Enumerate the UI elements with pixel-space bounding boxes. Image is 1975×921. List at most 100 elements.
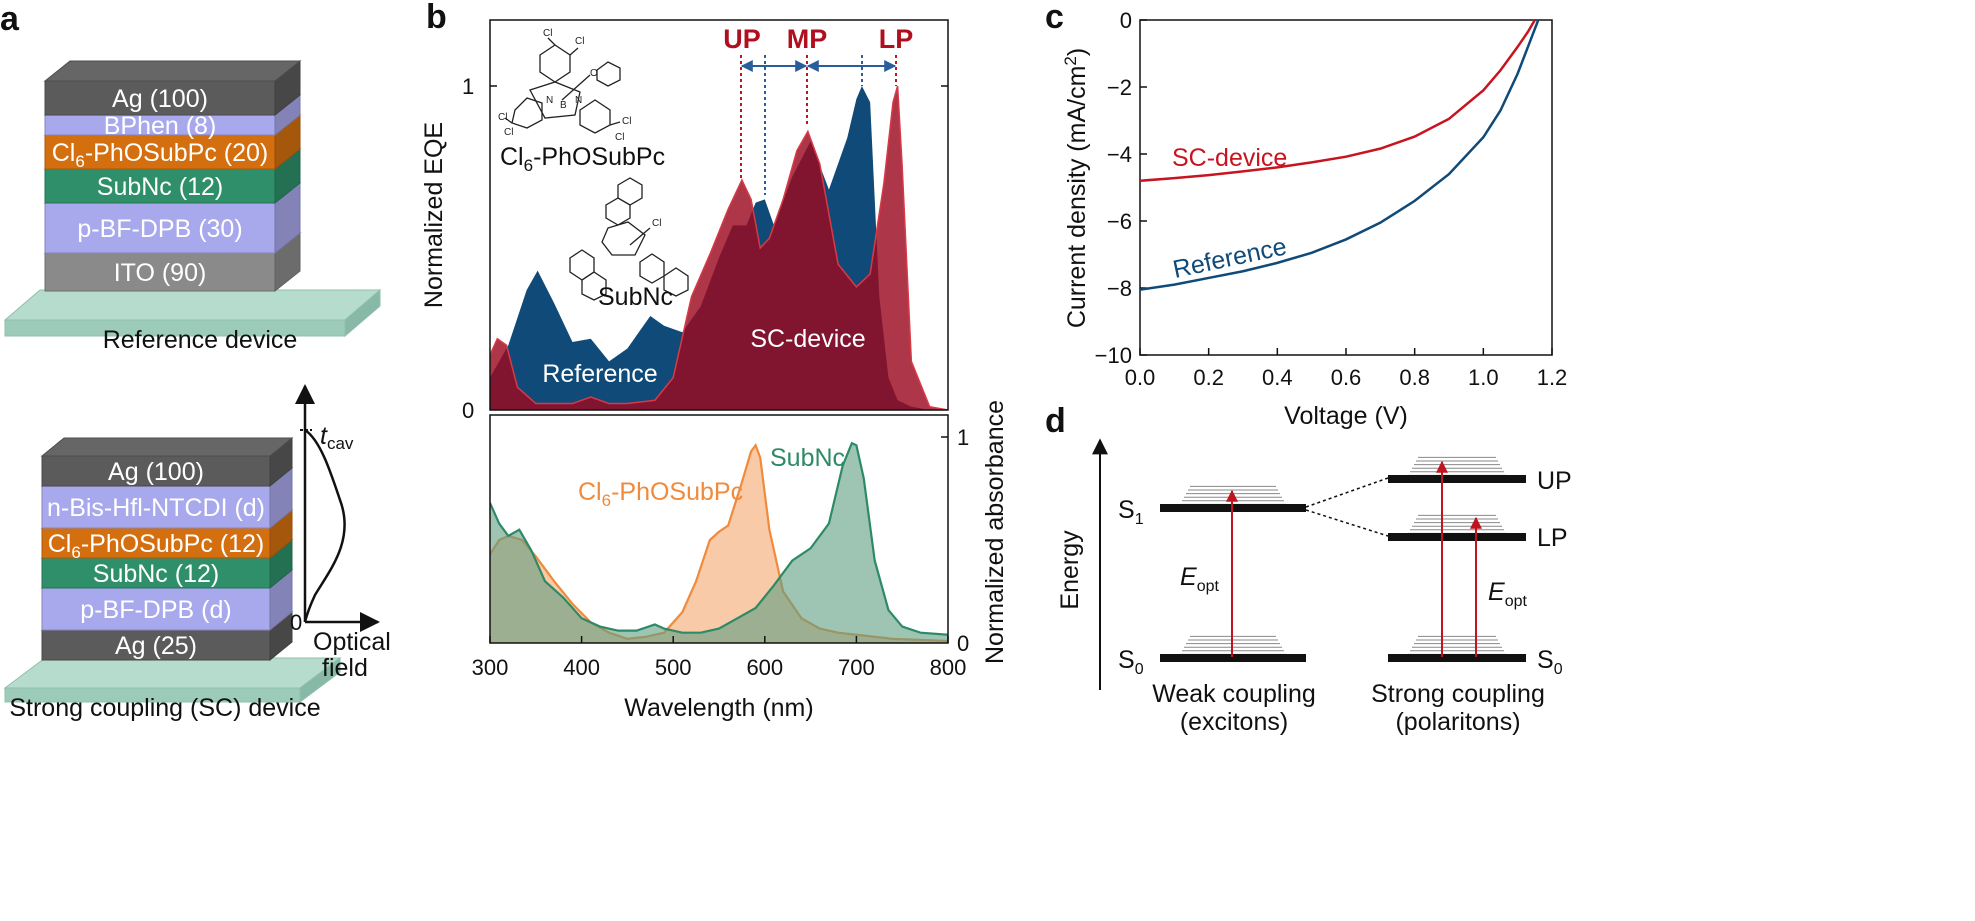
sc-layer-label-4: p-BF-DPB (d)	[80, 596, 231, 624]
sc-curve-label: SC-device	[750, 325, 865, 353]
lp-level-label: LP	[1537, 524, 1568, 552]
eqe-line-sc-device	[490, 85, 948, 410]
abs-line-subnc	[490, 441, 948, 636]
abs-ytick-1: 1	[957, 425, 969, 450]
sc-substrate	[3, 657, 342, 703]
eqe-ytick-1: 1	[462, 74, 474, 99]
up-label: UP	[723, 24, 761, 54]
eqe-ytick-0: 0	[462, 398, 474, 423]
panel-c: c 0.0 0.2 0.4 0.6 0.8 1.0 1.2 0 −2 −4 −6 −8 −10 Curr…	[1045, 0, 1567, 430]
svg-text:Cl: Cl	[543, 28, 552, 39]
svg-text:N: N	[546, 95, 553, 106]
molecule-subnc-label: SubNc	[598, 283, 673, 311]
energy-label: Energy	[1056, 530, 1084, 610]
abs-ytick-0: 0	[957, 631, 969, 656]
jv-xtick-5: 1.0	[1468, 365, 1499, 390]
subpc-curve-label: Cl6-PhOSubPc	[578, 478, 743, 510]
sc-layer-label-2: Cl6-PhOSubPc (12)	[48, 530, 265, 562]
jv-xtick-4: 0.8	[1399, 365, 1430, 390]
energy-levels	[1160, 456, 1526, 662]
jv-ytick-1: −2	[1107, 75, 1132, 100]
jv-ytick-4: −8	[1107, 276, 1132, 301]
field-profile-curve	[303, 428, 346, 623]
svg-text:Cl: Cl	[622, 116, 631, 127]
jv-ytick-0: 0	[1120, 8, 1132, 33]
svg-text:N: N	[575, 95, 582, 106]
up-level-label: UP	[1537, 467, 1572, 495]
molecule-cl6-phosubpc	[504, 37, 621, 134]
lp-label: LP	[879, 24, 914, 54]
molecule-subnc	[569, 177, 689, 301]
panel-d: d Energy S1 S0 UP LP S0 Eopt Eopt Weak c…	[1045, 402, 1572, 736]
svg-text:Cl: Cl	[615, 132, 624, 143]
ref-layer-label-3: SubNc (12)	[97, 173, 223, 201]
wavelength-xtick-0: 300	[472, 655, 509, 680]
sc-layer-label-3: SubNc (12)	[93, 560, 219, 588]
up-level	[1388, 456, 1526, 483]
ref-layer-0: Ag (100)	[43, 59, 302, 117]
reference-device-title: Reference device	[103, 326, 298, 354]
sc-layer-label-0: Ag (100)	[108, 458, 204, 486]
eopt-right-label: Eopt	[1488, 578, 1527, 610]
eqe-ylabel: Normalized EQE	[420, 122, 448, 308]
jv-reference-label: Reference	[1170, 232, 1289, 283]
s0-right-level	[1388, 635, 1526, 662]
abs-area-subpc	[490, 445, 948, 643]
strong-coupling-subtitle: (polaritons)	[1395, 708, 1520, 736]
abs-ylabel: Normalized absorbance	[981, 400, 1009, 664]
s0-right-label: S0	[1537, 646, 1563, 678]
panel-label-d: d	[1045, 402, 1066, 440]
subnc-curve-label: SubNc	[770, 444, 845, 472]
sc-layer-0: Ag (100)	[40, 436, 294, 488]
field-zero-label: 0	[290, 610, 302, 635]
panel-label-b: b	[426, 0, 447, 36]
sc-device-title: Strong coupling (SC) device	[9, 694, 320, 722]
sc-stack: Ag (25) p-BF-DPB (d) SubNc (12)Cl6-PhOSubP…	[40, 436, 294, 662]
ref-layer-label-5: ITO (90)	[114, 259, 207, 287]
svg-text:O: O	[590, 68, 598, 79]
jv-line-sc-device	[1139, 19, 1536, 183]
jv-sc-label: SC-device	[1172, 144, 1287, 172]
tcav-label: tcav	[320, 422, 354, 453]
svg-text:Cl: Cl	[575, 36, 584, 47]
eqe-area-sc-device	[490, 86, 948, 410]
wavelength-xtick-3: 600	[746, 655, 783, 680]
field-x-label-1: Optical	[313, 628, 391, 656]
mp-label: MP	[787, 24, 828, 54]
wavelength-xlabel: Wavelength (nm)	[624, 694, 813, 722]
field-x-label-2: field	[322, 654, 368, 682]
reference-stack: ITO (90) p-BF-DPB (30) SubNc (12)Cl6-PhOSu…	[43, 59, 302, 293]
jv-ylabel: Current density (mA/cm2)	[1061, 48, 1091, 328]
s1-to-up-connector	[1305, 477, 1389, 508]
sc-layer-label-5: Ag (25)	[115, 632, 197, 660]
jv-line-reference	[1139, 19, 1540, 291]
ref-layer-label-2: Cl6-PhOSubPc (20)	[52, 139, 269, 171]
molecule-cl6-phosubpc-atom-labels: Cl Cl O Cl Cl Cl Cl N NB	[498, 28, 631, 143]
jv-xtick-1: 0.2	[1193, 365, 1224, 390]
wavelength-xtick-5: 800	[930, 655, 967, 680]
panel-label-c: c	[1045, 0, 1064, 36]
jv-ytick-3: −6	[1107, 209, 1132, 234]
panel-b: b 1 0 Normalized EQE UP MP LP Reference	[420, 0, 1009, 722]
jv-xtick-6: 1.2	[1537, 365, 1568, 390]
lp-level	[1388, 514, 1526, 541]
ref-layer-label-1: BPhen (8)	[104, 112, 217, 140]
jv-ytick-2: −4	[1107, 142, 1132, 167]
ref-layer-label-4: p-BF-DPB (30)	[77, 215, 242, 243]
jv-xtick-0: 0.0	[1125, 365, 1156, 390]
panel-label-a: a	[0, 0, 20, 38]
eqe-plot: 1 0 Normalized EQE UP MP LP Reference SC…	[420, 19, 949, 423]
reference-curve-label: Reference	[542, 360, 657, 388]
abs-area-subnc	[490, 443, 948, 643]
jv-xlabel: Voltage (V)	[1284, 402, 1408, 430]
jv-xtick-3: 0.6	[1331, 365, 1362, 390]
svg-text:B: B	[560, 100, 567, 111]
wavelength-xtick-2: 500	[655, 655, 692, 680]
subnc-cl-atom: Cl	[652, 218, 661, 229]
weak-coupling-title: Weak coupling	[1152, 680, 1316, 708]
molecule-cl6-phosubpc-label: Cl6-PhOSubPc	[500, 143, 665, 175]
strong-coupling-title: Strong coupling	[1371, 680, 1545, 708]
jv-plot: 0.0 0.2 0.4 0.6 0.8 1.0 1.2 0 −2 −4 −6 −8 −10 Curren…	[1061, 8, 1567, 430]
wavelength-xtick-1: 400	[563, 655, 600, 680]
